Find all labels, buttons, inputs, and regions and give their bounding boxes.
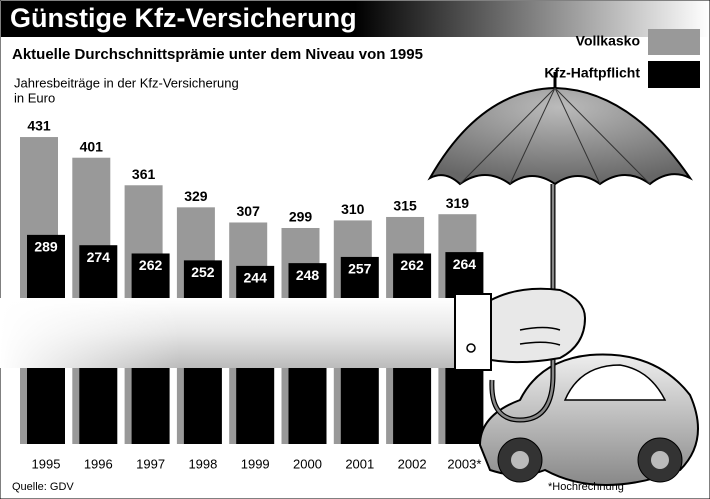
value-label: 310 (341, 201, 365, 217)
value-label: 264 (453, 256, 477, 272)
value-label: 431 (27, 118, 51, 134)
value-label: 307 (237, 203, 261, 219)
value-label: 262 (139, 257, 163, 273)
x-tick-label: 2003* (447, 456, 481, 471)
arm-fade (0, 298, 180, 368)
legend-label: Kfz-Haftpflicht (544, 65, 640, 81)
footnote: *Hochrechnung (548, 481, 624, 493)
value-label: 361 (132, 166, 156, 182)
value-label: 401 (80, 138, 104, 154)
legend-swatch (648, 61, 700, 88)
umbrella-ribs (459, 87, 651, 185)
value-label: 262 (400, 257, 424, 273)
illustration (0, 72, 699, 486)
x-tick-label: 1995 (32, 456, 61, 471)
value-label: 252 (191, 264, 215, 280)
x-tick-label: 1996 (84, 456, 113, 471)
hub (511, 451, 529, 469)
x-tick-label: 2002 (398, 456, 427, 471)
value-label: 289 (34, 239, 58, 255)
fingers (519, 326, 561, 346)
source: Quelle: GDV (12, 481, 74, 493)
value-label: 274 (87, 249, 111, 265)
value-label: 329 (184, 188, 208, 204)
value-label: 299 (289, 209, 313, 225)
x-tick-label: 2000 (293, 456, 322, 471)
x-tick-label: 1998 (188, 456, 217, 471)
button (466, 343, 476, 353)
umbrella-handle-shine (490, 184, 555, 422)
value-label: 319 (446, 195, 470, 211)
value-label: 315 (393, 198, 417, 214)
title-bar (1, 1, 709, 37)
x-tick-label: 2001 (345, 456, 374, 471)
car-window (563, 364, 667, 401)
hand (490, 287, 587, 364)
legend-label: Vollkasko (576, 33, 640, 49)
cuff (454, 293, 492, 371)
subtitle: Aktuelle Durchschnittsprämie unter dem N… (12, 46, 423, 63)
y-label: Jahresbeiträge in der Kfz-Versicherung (14, 75, 239, 90)
x-tick-label: 1997 (136, 456, 165, 471)
value-label: 244 (244, 270, 268, 286)
value-label: 248 (296, 267, 320, 283)
x-tick-label: 1999 (241, 456, 270, 471)
chart-title: Günstige Kfz-Versicherung (10, 3, 357, 33)
value-label: 257 (348, 261, 372, 277)
hub (651, 451, 669, 469)
legend-swatch (648, 29, 700, 55)
y-label: in Euro (14, 90, 55, 105)
